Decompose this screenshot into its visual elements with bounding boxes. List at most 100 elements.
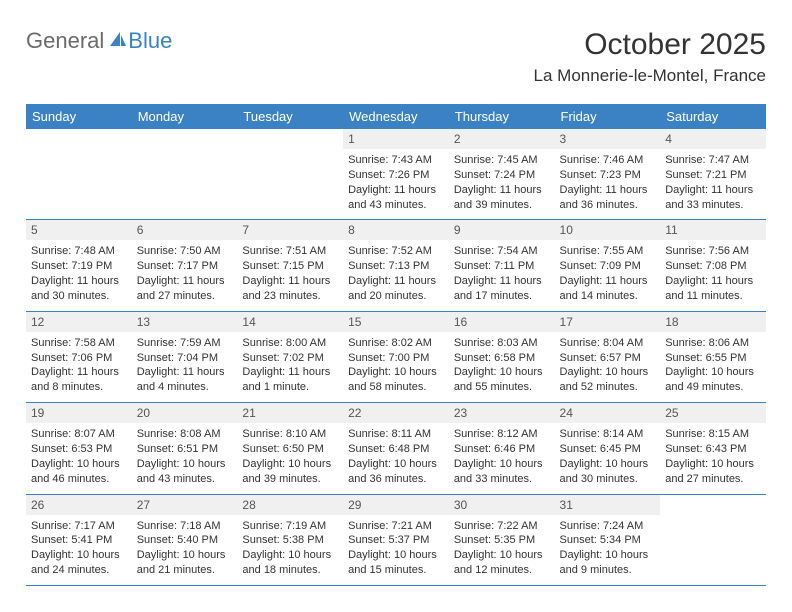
sunset-value: 5:40 PM	[177, 534, 218, 546]
sunrise-label: Sunrise:	[348, 245, 391, 257]
day-details: Sunrise: 7:59 AMSunset: 7:04 PMDaylight:…	[137, 336, 233, 395]
calendar-week-row: 12Sunrise: 7:58 AMSunset: 7:06 PMDayligh…	[26, 311, 766, 402]
sunrise-label: Sunrise:	[560, 337, 603, 349]
sunset-value: 7:17 PM	[177, 260, 218, 272]
sunrise-label: Sunrise:	[454, 245, 497, 257]
sunset-value: 7:04 PM	[177, 352, 218, 364]
sunrise-label: Sunrise:	[31, 245, 74, 257]
sunrise-label: Sunrise:	[560, 245, 603, 257]
day-details: Sunrise: 8:08 AMSunset: 6:51 PMDaylight:…	[137, 427, 233, 486]
calendar-day-cell: 31Sunrise: 7:24 AMSunset: 5:34 PMDayligh…	[555, 494, 661, 585]
sunset-value: 6:57 PM	[600, 352, 641, 364]
day-number: 30	[449, 495, 555, 515]
calendar-table: SundayMondayTuesdayWednesdayThursdayFrid…	[26, 104, 766, 586]
calendar-day-cell: .	[660, 494, 766, 585]
sunset-value: 5:37 PM	[388, 534, 429, 546]
sunrise-value: 8:04 AM	[603, 337, 643, 349]
daylight-label: Daylight:	[348, 184, 394, 196]
day-details: Sunrise: 7:48 AMSunset: 7:19 PMDaylight:…	[31, 244, 127, 303]
day-number: 3	[555, 129, 661, 149]
calendar-day-cell: 27Sunrise: 7:18 AMSunset: 5:40 PMDayligh…	[132, 494, 238, 585]
sunset-value: 5:35 PM	[494, 534, 535, 546]
day-number: 4	[660, 129, 766, 149]
sunrise-value: 7:50 AM	[180, 245, 220, 257]
logo-text-general: General	[26, 28, 104, 54]
sunset-label: Sunset:	[454, 534, 494, 546]
day-details: Sunrise: 7:24 AMSunset: 5:34 PMDaylight:…	[560, 519, 656, 578]
day-number: 25	[660, 403, 766, 423]
sunset-label: Sunset:	[137, 352, 177, 364]
sunset-value: 6:58 PM	[494, 352, 535, 364]
calendar-day-cell: 22 Sunrise: 8:11 AMSunset: 6:48 PMDayligh…	[343, 403, 449, 494]
calendar-day-cell: 9Sunrise: 7:54 AMSunset: 7:11 PMDaylight…	[449, 220, 555, 311]
daylight-label: Daylight:	[137, 275, 183, 287]
sunrise-value: 7:55 AM	[603, 245, 643, 257]
sunrise-label: Sunrise:	[348, 428, 391, 440]
sunset-label: Sunset:	[137, 260, 177, 272]
day-number: 17	[555, 312, 661, 332]
sunrise-label: Sunrise:	[31, 428, 74, 440]
sunrise-value: 8:06 AM	[709, 337, 749, 349]
sunset-label: Sunset:	[560, 260, 600, 272]
day-details: Sunrise: 7:21 AMSunset: 5:37 PMDaylight:…	[348, 519, 444, 578]
calendar-day-cell: 3Sunrise: 7:46 AMSunset: 7:23 PMDaylight…	[555, 129, 661, 220]
calendar-header-row: SundayMondayTuesdayWednesdayThursdayFrid…	[26, 104, 766, 129]
sunrise-label: Sunrise:	[31, 520, 74, 532]
sunset-label: Sunset:	[31, 534, 71, 546]
sunrise-label: Sunrise:	[242, 520, 285, 532]
calendar-day-cell: .	[132, 129, 238, 220]
logo-sail-icon	[108, 30, 128, 53]
calendar-day-cell: 20Sunrise: 8:08 AMSunset: 6:51 PMDayligh…	[132, 403, 238, 494]
sunset-value: 7:02 PM	[283, 352, 324, 364]
calendar-day-cell: 19Sunrise: 8:07 AMSunset: 6:53 PMDayligh…	[26, 403, 132, 494]
day-details: Sunrise: 7:43 AMSunset: 7:26 PMDaylight:…	[348, 153, 444, 212]
day-details: Sunrise: 7:54 AMSunset: 7:11 PMDaylight:…	[454, 244, 550, 303]
sunset-value: 6:46 PM	[494, 443, 535, 455]
day-details: Sunrise: 7:50 AMSunset: 7:17 PMDaylight:…	[137, 244, 233, 303]
column-header: Monday	[132, 104, 238, 129]
daylight-label: Daylight:	[137, 458, 183, 470]
daylight-label: Daylight:	[137, 366, 183, 378]
day-details: Sunrise: 8:00 AMSunset: 7:02 PMDaylight:…	[242, 336, 338, 395]
daylight-label: Daylight:	[560, 458, 606, 470]
day-details: Sunrise: 8:12 AMSunset: 6:46 PMDaylight:…	[454, 427, 550, 486]
sunrise-label: Sunrise:	[137, 428, 180, 440]
day-details: Sunrise: 7:52 AMSunset: 7:13 PMDaylight:…	[348, 244, 444, 303]
day-number: 22	[343, 403, 449, 423]
day-number: 5	[26, 220, 132, 240]
sunset-label: Sunset:	[137, 534, 177, 546]
calendar-day-cell: 8Sunrise: 7:52 AMSunset: 7:13 PMDaylight…	[343, 220, 449, 311]
daylight-label: Daylight:	[348, 549, 394, 561]
sunset-label: Sunset:	[560, 352, 600, 364]
sunset-value: 7:21 PM	[706, 169, 747, 181]
sunset-label: Sunset:	[348, 443, 388, 455]
title-block: October 2025 La Monnerie-le-Montel, Fran…	[534, 28, 766, 86]
day-details: Sunrise: 7:56 AMSunset: 7:08 PMDaylight:…	[665, 244, 761, 303]
sunset-value: 7:11 PM	[494, 260, 534, 272]
day-number: 11	[660, 220, 766, 240]
sunrise-value: 8:08 AM	[180, 428, 220, 440]
sunset-value: 7:08 PM	[706, 260, 747, 272]
sunrise-value: 7:52 AM	[392, 245, 432, 257]
day-number: 14	[237, 312, 343, 332]
sunrise-value: 7:43 AM	[392, 154, 432, 166]
day-number: 19	[26, 403, 132, 423]
calendar-day-cell: 17Sunrise: 8:04 AMSunset: 6:57 PMDayligh…	[555, 311, 661, 402]
daylight-label: Daylight:	[348, 275, 394, 287]
sunset-value: 5:38 PM	[283, 534, 324, 546]
day-number: 10	[555, 220, 661, 240]
sunset-label: Sunset:	[560, 534, 600, 546]
sunset-value: 6:51 PM	[177, 443, 218, 455]
day-details: Sunrise: 8:11 AMSunset: 6:48 PMDaylight:…	[348, 427, 444, 486]
sunrise-value: 7:18 AM	[180, 520, 220, 532]
sunrise-label: Sunrise:	[137, 520, 180, 532]
location-label: La Monnerie-le-Montel, France	[534, 66, 766, 86]
daylight-label: Daylight:	[137, 549, 183, 561]
sunset-value: 6:53 PM	[71, 443, 112, 455]
day-details: Sunrise: 8:02 AMSunset: 7:00 PMDaylight:…	[348, 336, 444, 395]
sunrise-label: Sunrise:	[665, 245, 708, 257]
sunrise-label: Sunrise:	[242, 428, 285, 440]
sunrise-value: 7:21 AM	[392, 520, 432, 532]
calendar-day-cell: 21Sunrise: 8:10 AMSunset: 6:50 PMDayligh…	[237, 403, 343, 494]
sunset-label: Sunset:	[348, 260, 388, 272]
